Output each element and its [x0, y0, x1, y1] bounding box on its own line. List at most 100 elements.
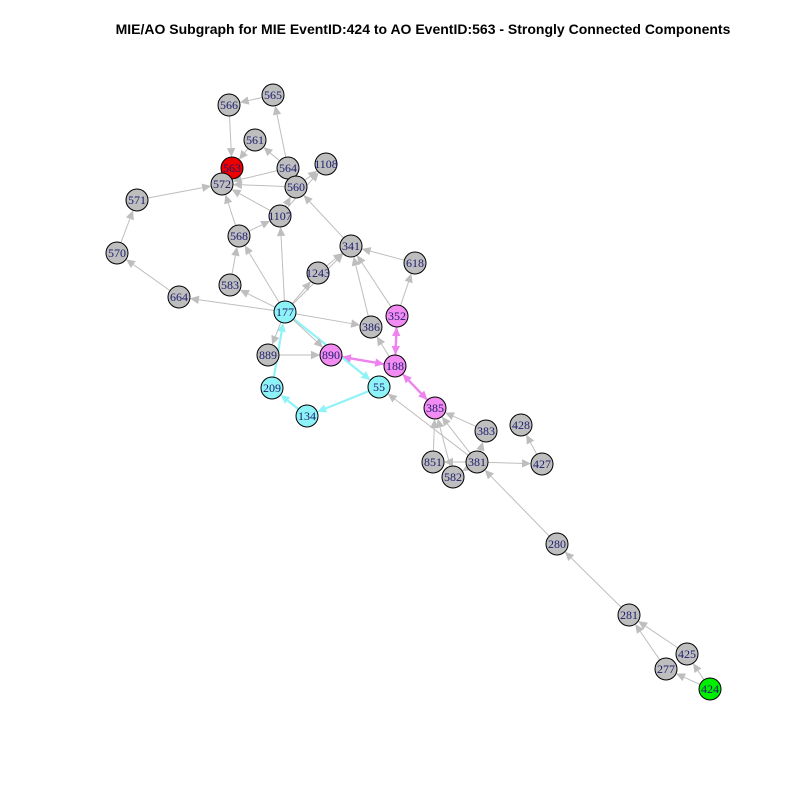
node-277: 277: [654, 657, 678, 681]
node-label: 177: [276, 305, 294, 319]
node-label: 55: [373, 380, 385, 394]
node-circle: [295, 404, 319, 428]
edge-566-to-563: [226, 115, 236, 158]
node-352: 352: [385, 304, 409, 328]
edge-177-to-386: [295, 313, 361, 328]
node-1107: 1107: [268, 204, 292, 228]
node-280: 280: [545, 532, 569, 556]
nodes-layer: 563 424 566 565 561 564 1108 572 560 571 1107 568 34…: [105, 83, 722, 701]
edge-55-to-134: [317, 390, 370, 413]
node-circle: [339, 234, 363, 258]
edge-352-to-188: [391, 326, 400, 356]
node-583: 583: [218, 273, 242, 297]
node-circle: [474, 419, 498, 443]
node-circle: [359, 315, 383, 339]
edge-177-to-890: [292, 319, 323, 348]
node-label: 889: [259, 348, 277, 362]
node-55: 55: [367, 375, 391, 399]
node-566: 566: [217, 93, 241, 117]
node-circle: [421, 450, 445, 474]
edge-352-to-618: [400, 273, 413, 306]
node-188: 188: [383, 354, 407, 378]
node-label: 571: [128, 193, 146, 207]
node-circle: [698, 677, 722, 701]
node-circle: [530, 452, 554, 476]
node-383: 383: [474, 419, 498, 443]
node-circle: [383, 354, 407, 378]
node-564: 564: [276, 156, 300, 180]
edge-281-to-280: [564, 551, 622, 608]
edge-568-to-1107: [248, 220, 271, 232]
node-circle: [243, 128, 267, 152]
node-label: 381: [468, 455, 486, 469]
edge-381-to-383: [476, 441, 485, 452]
node-label: 424: [701, 682, 719, 696]
node-572: 572: [210, 172, 234, 196]
node-label: 564: [279, 161, 297, 175]
node-circle: [314, 152, 338, 176]
node-circle: [284, 175, 308, 199]
edges-layer: [120, 96, 705, 685]
node-label: 851: [424, 455, 442, 469]
node-circle: [256, 343, 280, 367]
edge-564-to-565: [272, 105, 287, 158]
node-label: 570: [108, 246, 126, 260]
edge-568-to-572: [224, 194, 237, 226]
edge-571-to-572: [147, 183, 212, 199]
node-label: 281: [620, 608, 638, 622]
edge-352-to-341: [357, 255, 392, 308]
edge-1107-to-572: [231, 189, 271, 212]
node-label: 209: [263, 381, 281, 395]
node-label: 583: [221, 278, 239, 292]
node-circle: [125, 188, 149, 212]
node-134: 134: [295, 404, 319, 428]
node-label: 134: [298, 409, 316, 423]
node-circle: [227, 224, 251, 248]
node-circle: [385, 304, 409, 328]
node-circle: [654, 657, 678, 681]
node-circle: [261, 83, 285, 107]
edge-341-to-560: [303, 195, 344, 239]
edge-582-to-385: [435, 418, 451, 467]
node-label: 664: [170, 290, 188, 304]
node-label: 280: [548, 537, 566, 551]
node-label: 1243: [306, 266, 330, 280]
node-386: 386: [359, 315, 383, 339]
node-circle: [306, 261, 330, 285]
node-label: 341: [342, 239, 360, 253]
node-561: 561: [243, 128, 267, 152]
edge-851-to-385: [430, 418, 439, 452]
node-label: 386: [362, 320, 380, 334]
graph-title: MIE/AO Subgraph for MIE EventID:424 to A…: [115, 21, 731, 37]
edge-177-to-664: [189, 295, 275, 311]
node-circle: [268, 204, 292, 228]
node-label: 427: [533, 457, 551, 471]
edge-889-to-890: [279, 350, 320, 360]
node-label: 565: [264, 88, 282, 102]
node-label: 1107: [268, 209, 292, 223]
edge-381-to-427: [487, 459, 532, 468]
node-circle: [273, 300, 297, 324]
edge-383-to-385: [445, 412, 477, 427]
node-circle: [441, 465, 465, 489]
node-890: 890: [319, 343, 343, 367]
node-428: 428: [509, 413, 533, 437]
edge-381-to-851: [444, 457, 466, 467]
node-label: 383: [477, 424, 495, 438]
edge-564-to-561: [263, 147, 280, 162]
edge-381-to-385: [441, 416, 471, 454]
node-618: 618: [403, 251, 427, 275]
node-label: 561: [246, 133, 264, 147]
node-568: 568: [227, 224, 251, 248]
node-565: 565: [261, 83, 285, 107]
node-circle: [319, 343, 343, 367]
node-424: 424: [698, 677, 722, 701]
node-circle: [675, 642, 699, 666]
node-label: 188: [386, 359, 404, 373]
node-label: 428: [512, 418, 530, 432]
node-label: 572: [213, 177, 231, 191]
node-label: 582: [444, 470, 462, 484]
node-circle: [217, 93, 241, 117]
edge-561-to-563: [238, 148, 249, 160]
